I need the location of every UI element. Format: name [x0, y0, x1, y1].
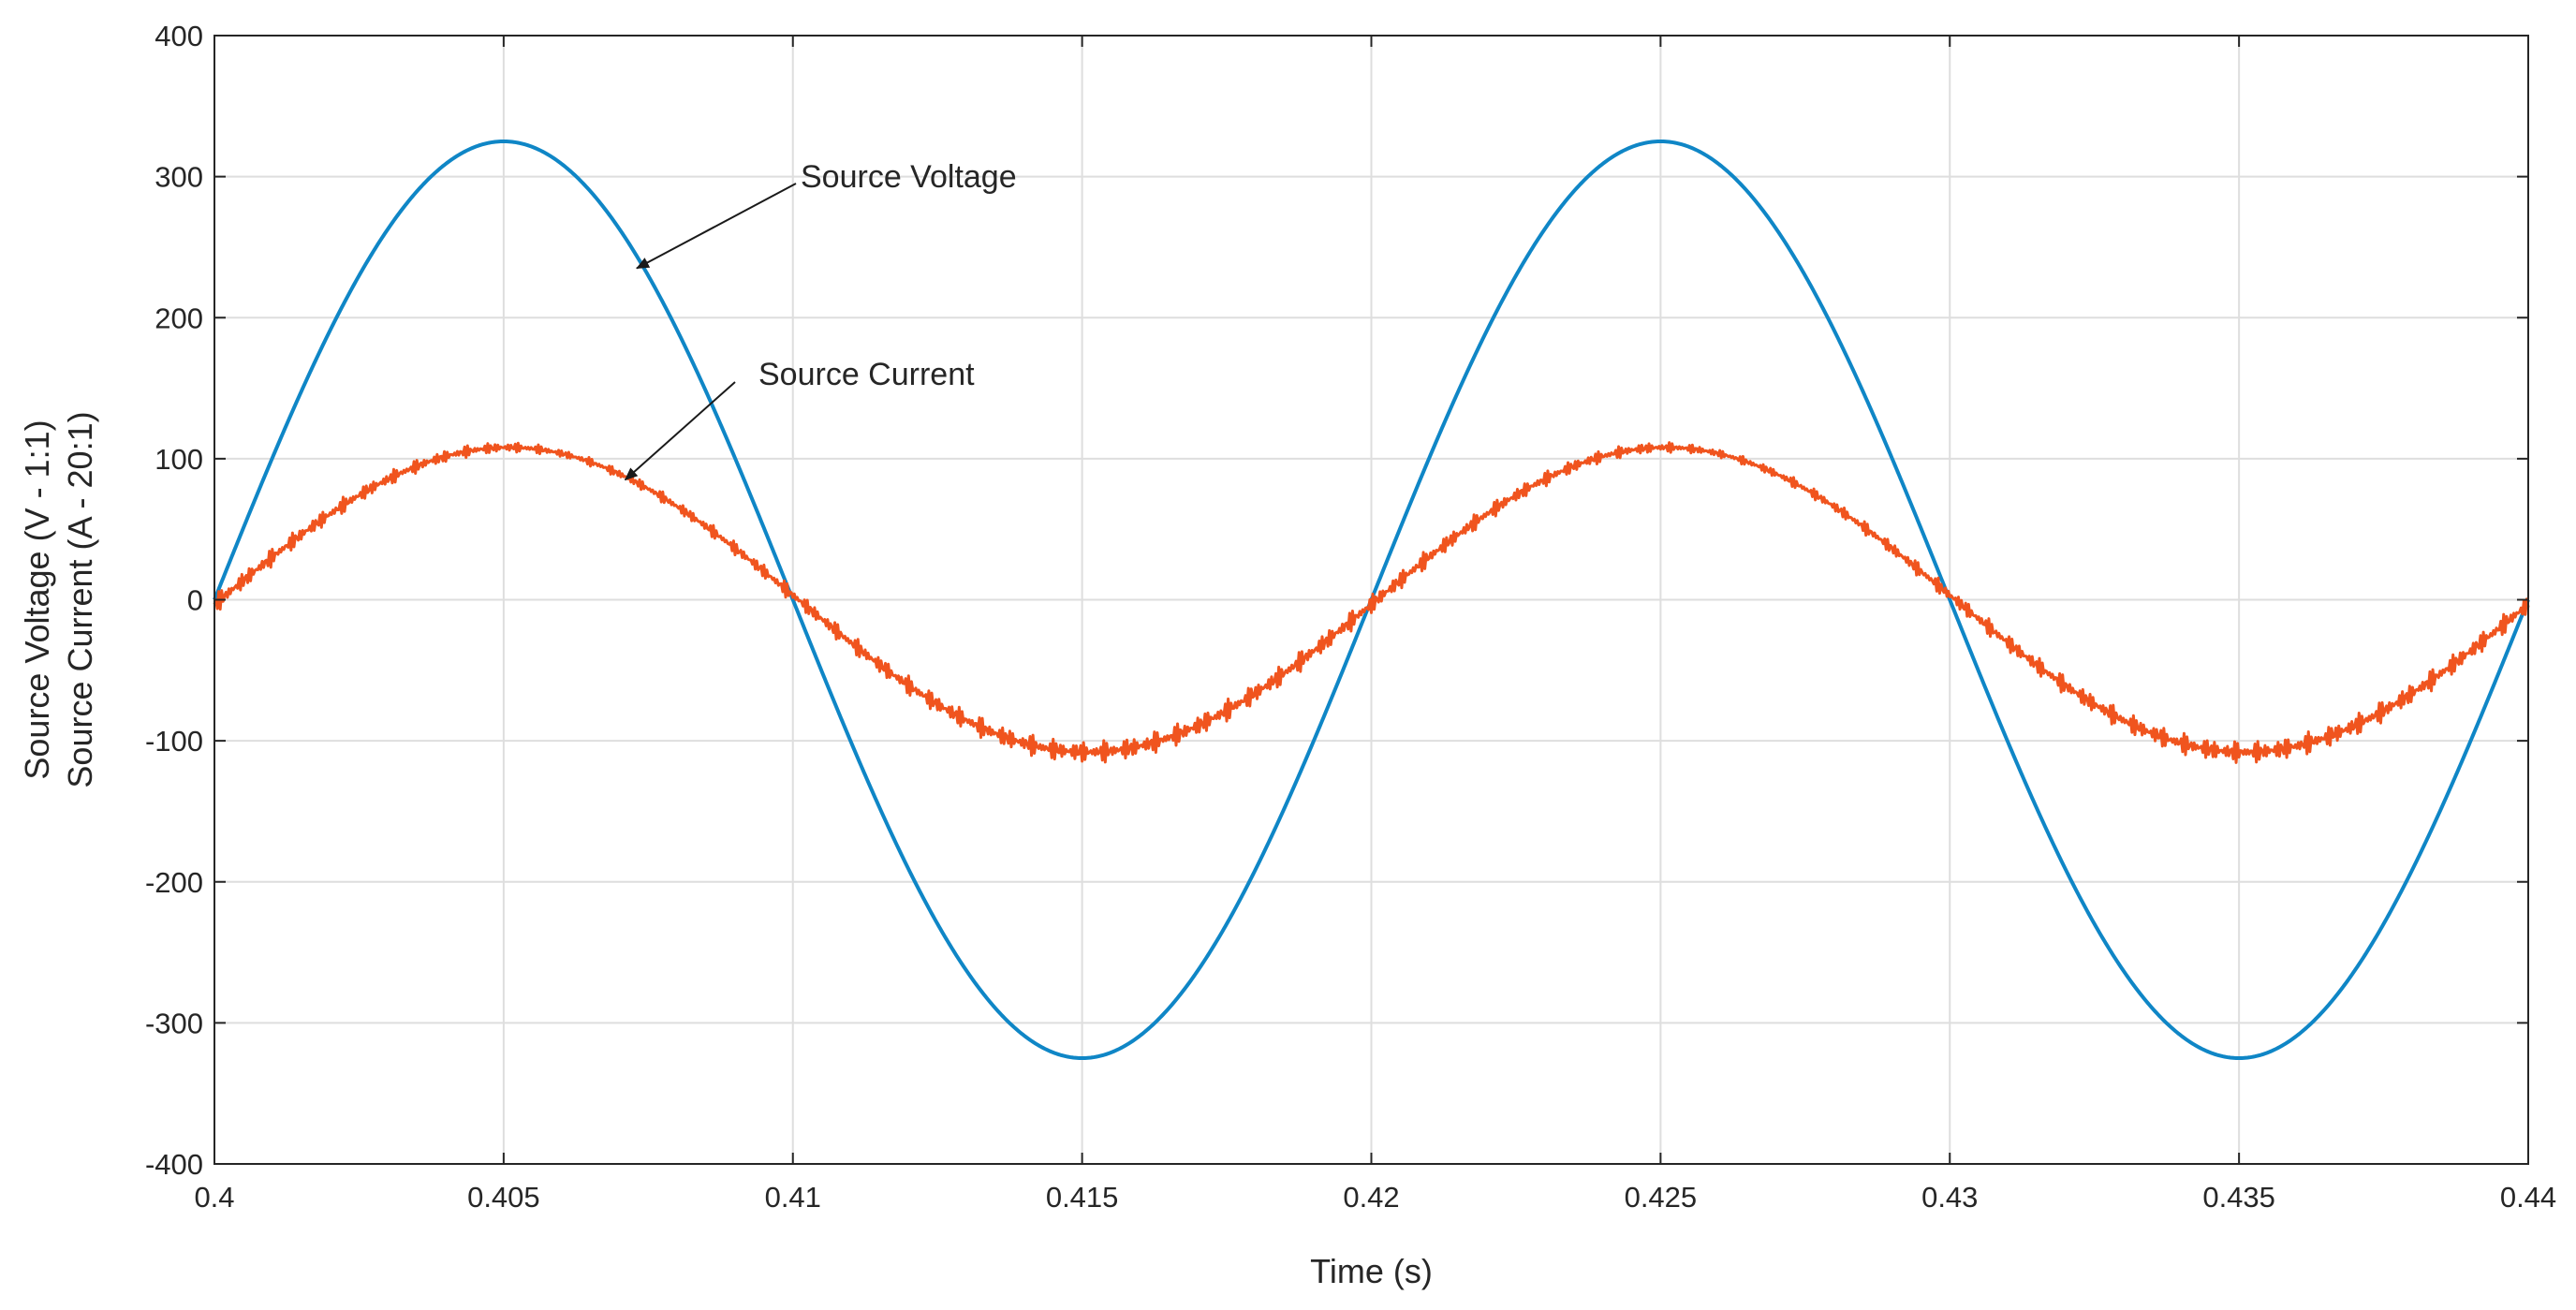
- y-axis-ticks: -400 -300 -200 -100 0 100 200 300 400: [145, 20, 2528, 1181]
- x-tick-label: 0.43: [1921, 1181, 1978, 1214]
- y-axis-label-voltage: Source Voltage (V - 1:1): [18, 419, 56, 779]
- x-tick-label: 0.44: [2500, 1181, 2556, 1214]
- y-tick-label: 200: [155, 302, 203, 334]
- y-tick-label: 300: [155, 161, 203, 194]
- y-tick-label: -200: [145, 866, 203, 899]
- series-line: [213, 441, 2530, 764]
- y-tick-label: 100: [155, 443, 203, 476]
- y-tick-label: 400: [155, 20, 203, 52]
- x-axis-ticks: 0.4 0.405 0.41 0.415 0.42 0.425 0.43 0.435 0.44: [194, 36, 2556, 1214]
- x-tick-label: 0.42: [1343, 1181, 1399, 1214]
- x-tick-label: 0.41: [765, 1181, 821, 1214]
- series-source-current: [213, 441, 2530, 764]
- annotation-label: Source Current: [758, 357, 975, 392]
- x-tick-label: 0.415: [1046, 1181, 1119, 1214]
- annotation-arrow: [624, 381, 736, 481]
- series-group: [213, 139, 2530, 1061]
- x-tick-label: 0.4: [194, 1181, 234, 1214]
- x-axis-label: Time (s): [1310, 1252, 1433, 1290]
- y-tick-label: 0: [187, 584, 203, 617]
- x-tick-label: 0.435: [2202, 1181, 2275, 1214]
- annotation-source-current: Source Current: [624, 357, 975, 481]
- y-axis-label-current: Source Current (A - 20:1): [61, 411, 99, 787]
- annotation-source-voltage: Source Voltage: [636, 159, 1017, 270]
- annotation-arrow: [636, 183, 797, 270]
- y-tick-label: -300: [145, 1007, 203, 1039]
- y-tick-label: -100: [145, 725, 203, 758]
- annotations: Source Voltage Source Current: [624, 159, 1017, 481]
- annotation-label: Source Voltage: [801, 159, 1017, 195]
- x-tick-label: 0.405: [467, 1181, 540, 1214]
- y-tick-label: -400: [145, 1148, 203, 1181]
- x-tick-label: 0.425: [1625, 1181, 1698, 1214]
